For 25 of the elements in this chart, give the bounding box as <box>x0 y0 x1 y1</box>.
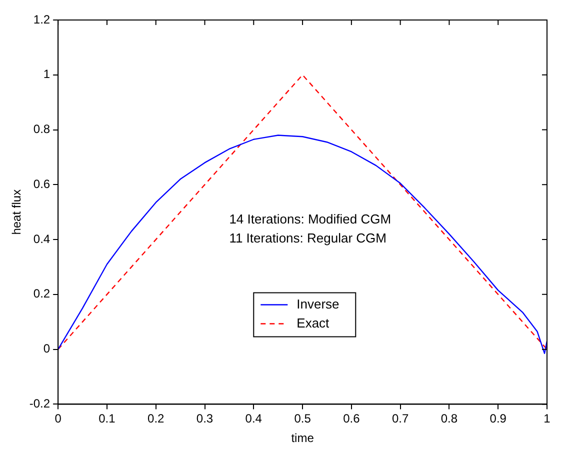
y-tick-label: 0.2 <box>33 286 50 301</box>
x-tick-label: 0 <box>54 412 62 426</box>
y-tick-label: 1 <box>43 67 50 82</box>
x-tick-label: 0.3 <box>196 412 214 426</box>
legend-label: Exact <box>296 315 330 330</box>
annotation: 11 Iterations: Regular CGM <box>229 230 386 246</box>
y-tick-label: 0.4 <box>33 232 50 246</box>
legend-label: Inverse <box>296 296 340 312</box>
x-tick-label: 0.9 <box>490 412 507 426</box>
y-axis-title: heat flux <box>10 189 24 235</box>
y-tick-label: 0.8 <box>33 122 50 136</box>
x-tick-label: 0.2 <box>148 412 165 426</box>
y-tick-label: -0.2 <box>29 396 50 411</box>
x-tick-label: 0.5 <box>294 412 312 426</box>
y-tick-label: 0 <box>43 342 50 356</box>
x-tick-label: 0.7 <box>392 412 409 426</box>
annotation: 14 Iterations: Modified CGM <box>229 211 392 226</box>
x-tick-label: 1 <box>544 412 551 426</box>
x-tick-label: 0.4 <box>245 412 262 426</box>
x-tick-label: 0.8 <box>440 412 458 426</box>
x-tick-label: 0.1 <box>98 412 116 426</box>
y-tick-label: 0.6 <box>33 176 50 191</box>
x-tick-label: 0.6 <box>343 412 360 426</box>
y-tick-label: 1.2 <box>33 12 50 26</box>
x-axis-title: time <box>291 431 314 446</box>
